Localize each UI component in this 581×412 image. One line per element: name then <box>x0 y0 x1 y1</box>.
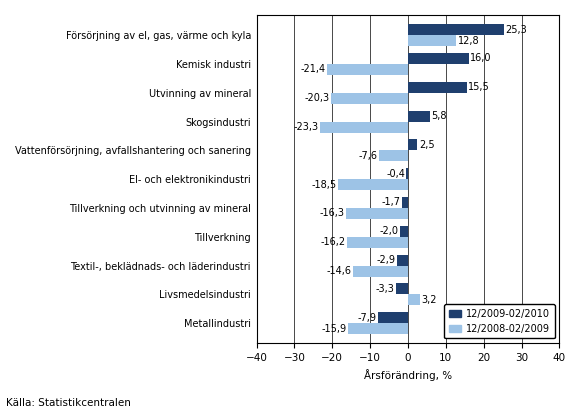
X-axis label: Årsförändring, %: Årsförändring, % <box>364 369 452 381</box>
Text: -14,6: -14,6 <box>326 266 351 276</box>
Bar <box>338 179 408 190</box>
Text: -16,3: -16,3 <box>320 208 345 218</box>
Text: -0,4: -0,4 <box>386 169 405 179</box>
Text: -16,2: -16,2 <box>320 237 345 247</box>
Bar <box>348 323 408 334</box>
Bar <box>408 110 430 122</box>
Text: -21,4: -21,4 <box>300 64 325 75</box>
Bar <box>327 64 408 75</box>
Bar <box>408 53 468 64</box>
Bar <box>408 82 467 93</box>
Text: -20,3: -20,3 <box>304 93 329 103</box>
Bar <box>346 208 408 219</box>
Text: -2,9: -2,9 <box>376 255 396 265</box>
Text: -2,0: -2,0 <box>380 226 399 236</box>
Text: 2,5: 2,5 <box>419 140 435 150</box>
Bar <box>353 266 408 276</box>
Bar <box>408 35 457 46</box>
Bar <box>407 168 408 179</box>
Bar <box>331 93 408 104</box>
Bar <box>408 139 418 150</box>
Text: Källa: Statistikcentralen: Källa: Statistikcentralen <box>6 398 131 408</box>
Bar <box>408 294 420 305</box>
Text: -18,5: -18,5 <box>311 180 336 190</box>
Bar <box>396 283 408 294</box>
Text: -3,3: -3,3 <box>375 284 394 294</box>
Bar <box>320 122 408 133</box>
Text: -15,9: -15,9 <box>321 324 346 334</box>
Text: 12,8: 12,8 <box>458 35 479 46</box>
Text: 15,5: 15,5 <box>468 82 490 92</box>
Bar <box>379 150 408 162</box>
Bar <box>397 255 408 266</box>
Text: -7,9: -7,9 <box>357 313 376 323</box>
Text: 16,0: 16,0 <box>470 54 492 63</box>
Legend: 12/2009-02/2010, 12/2008-02/2009: 12/2009-02/2010, 12/2008-02/2009 <box>444 304 555 339</box>
Bar <box>378 312 408 323</box>
Text: -7,6: -7,6 <box>358 151 378 161</box>
Bar <box>400 226 408 237</box>
Text: 25,3: 25,3 <box>505 25 527 35</box>
Text: -23,3: -23,3 <box>293 122 318 132</box>
Text: 5,8: 5,8 <box>432 111 447 121</box>
Bar <box>408 24 504 35</box>
Text: -1,7: -1,7 <box>381 197 400 208</box>
Text: 3,2: 3,2 <box>422 295 437 305</box>
Bar <box>401 197 408 208</box>
Bar <box>347 237 408 248</box>
